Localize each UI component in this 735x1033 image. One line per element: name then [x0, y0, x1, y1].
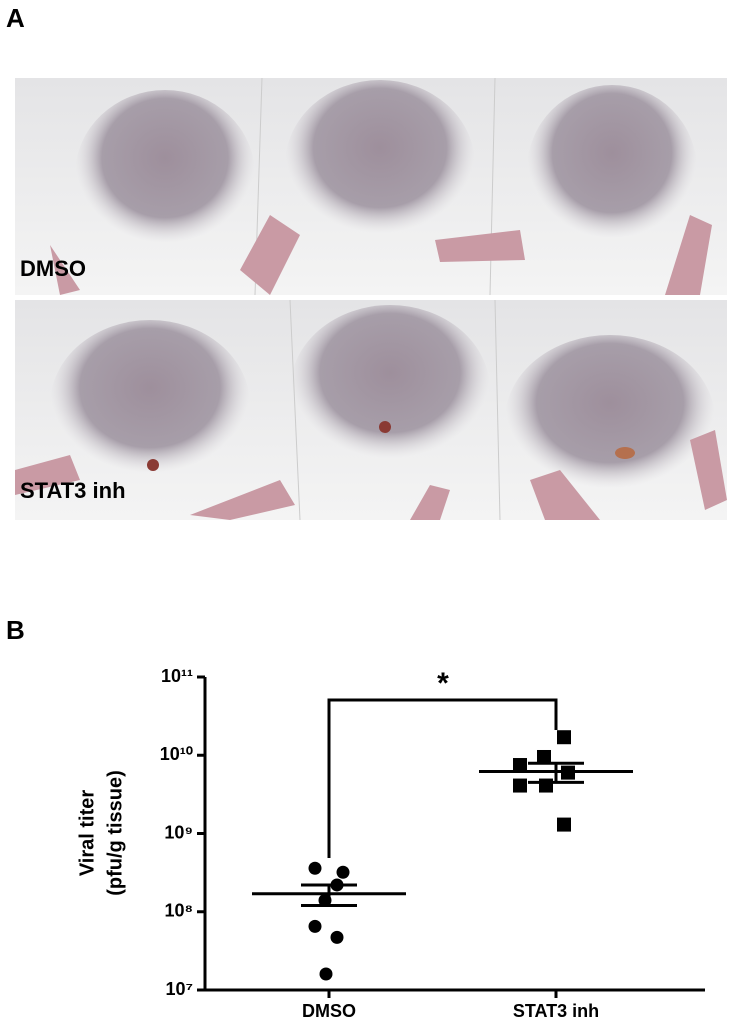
data-point: [557, 730, 571, 745]
x-tick-label: STAT3 inh: [513, 1001, 599, 1021]
photo: [15, 299, 727, 521]
data-point: [537, 749, 551, 764]
annotation: *: [437, 667, 449, 700]
photo: [15, 77, 727, 296]
data-point: [557, 817, 571, 832]
data-point: [336, 865, 350, 879]
data-point: [513, 778, 527, 793]
data-point: [513, 758, 527, 773]
x-tick-label: DMSO: [302, 1001, 356, 1021]
y-tick-label: 10¹⁰: [160, 744, 193, 764]
y-tick-label: 10⁷: [166, 979, 193, 999]
data-point: [539, 778, 553, 793]
data-point: [308, 861, 322, 875]
y-axis-label: (pfu/g tissue): [104, 770, 126, 896]
y-tick-label: 10¹¹: [161, 666, 193, 686]
panel-label: A: [6, 3, 25, 33]
y-axis-label: Viral titer: [76, 790, 98, 877]
data-point: [319, 967, 333, 981]
chart: Viral titer (pfu/g tissue) *: [76, 667, 558, 896]
panel-label: B: [6, 615, 25, 645]
photo-label: DMSO: [20, 256, 86, 281]
y-tick-label: 10⁸: [164, 901, 193, 921]
y-tick-label: 10⁹: [164, 822, 193, 842]
photo-label: STAT3 inh: [20, 478, 126, 503]
data-point: [330, 930, 344, 944]
significance-bracket: [327, 698, 558, 858]
data-point: [308, 919, 322, 933]
